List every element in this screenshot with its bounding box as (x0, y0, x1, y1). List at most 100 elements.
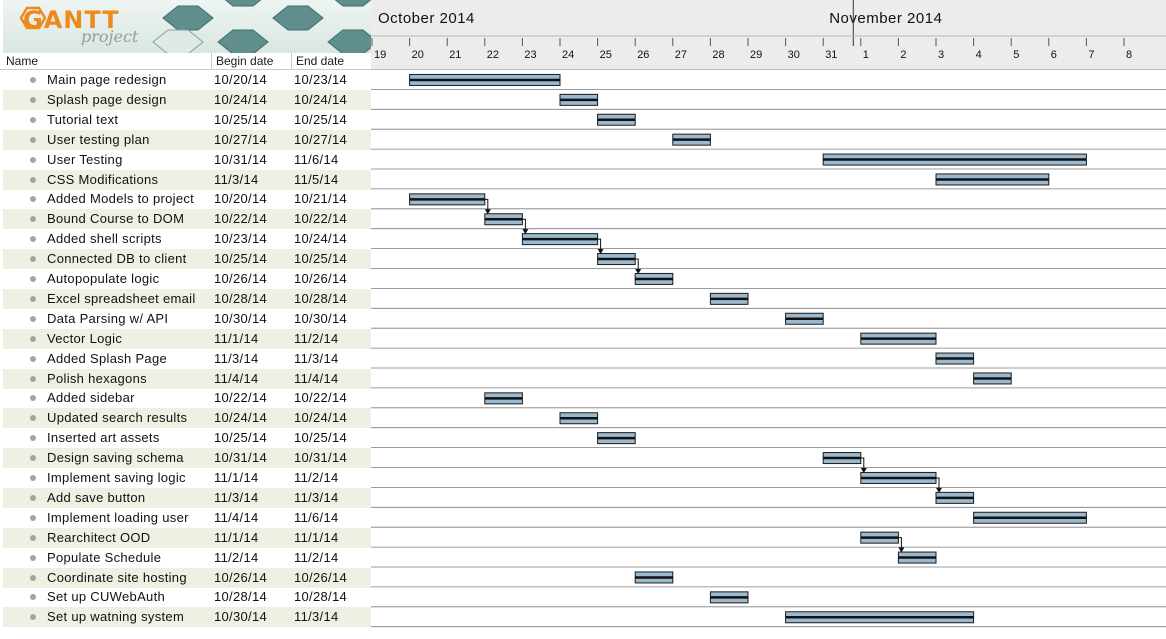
task-bar[interactable] (597, 113, 636, 126)
end-date-column-header[interactable]: End date (296, 54, 345, 68)
task-row[interactable]: Set up CUWebAuth 10/28/14 10/28/14 (3, 587, 371, 607)
day-label: 2 (900, 49, 906, 61)
task-bar[interactable] (709, 591, 749, 604)
task-row[interactable]: Main page redesign 10/20/14 10/23/14 (3, 70, 371, 90)
task-begin-date: 11/3/14 (214, 171, 259, 187)
task-row[interactable]: Added sidebar 10/22/14 10/22/14 (3, 388, 371, 408)
day-label: 29 (750, 49, 762, 61)
task-bar[interactable] (634, 571, 674, 584)
task-begin-date: 10/26/14 (214, 569, 268, 585)
task-bullet-icon (30, 494, 36, 501)
task-bullet-icon (30, 196, 36, 203)
task-row[interactable]: Splash page design 10/24/14 10/24/14 (3, 89, 371, 110)
task-name: User Testing (47, 151, 123, 167)
task-name: Autopopulate logic (47, 271, 160, 286)
task-row[interactable]: Design saving schema 10/31/14 10/31/14 (3, 448, 371, 469)
task-row[interactable]: User testing plan 10/27/14 10/27/14 (3, 129, 371, 150)
task-bullet-icon (30, 256, 36, 263)
task-row[interactable]: Coordinate site hosting 10/26/14 10/26/14 (3, 567, 371, 588)
day-label: 1 (863, 49, 869, 61)
task-end-date: 11/6/14 (294, 151, 339, 167)
task-bullet-icon (30, 475, 36, 481)
task-end-date: 10/25/14 (294, 111, 348, 127)
task-bar[interactable] (521, 233, 599, 246)
task-bullet-icon (30, 156, 36, 163)
task-bar[interactable] (973, 511, 1087, 524)
month-label: October 2014 (378, 10, 475, 27)
task-begin-date: 10/31/14 (214, 450, 268, 466)
task-end-date: 11/2/14 (294, 470, 339, 485)
column-divider[interactable] (291, 53, 292, 69)
logo-subtitle: project (81, 27, 139, 46)
task-bullet-icon (30, 335, 36, 342)
task-bar[interactable] (709, 292, 749, 305)
task-bar[interactable] (860, 471, 937, 484)
task-row[interactable]: CSS Modifications 11/3/14 11/5/14 (3, 169, 371, 190)
task-row[interactable]: Added shell scripts 10/23/14 10/24/14 (3, 229, 371, 249)
task-end-date: 10/26/14 (294, 569, 348, 585)
task-name: Main page redesign (47, 72, 167, 87)
task-row[interactable]: Tutorial text 10/25/14 10/25/14 (3, 110, 371, 130)
task-bar[interactable] (634, 272, 674, 285)
task-bar[interactable] (897, 551, 937, 564)
task-row[interactable]: Added Models to project 10/20/14 10/21/14 (3, 189, 371, 209)
task-row[interactable]: Excel spreadsheet email 10/28/14 10/28/14 (3, 288, 371, 309)
task-begin-date: 11/1/14 (214, 470, 259, 485)
task-row[interactable]: Inserted art assets 10/25/14 10/25/14 (3, 428, 371, 448)
task-name: Inserted art assets (47, 430, 160, 446)
task-row[interactable]: Polish hexagons 11/4/14 11/4/14 (3, 368, 371, 389)
task-row[interactable]: Added Splash Page 11/3/14 11/3/14 (3, 349, 371, 369)
task-bar[interactable] (973, 372, 1012, 385)
day-label: 25 (600, 49, 612, 61)
task-bar[interactable] (672, 133, 711, 146)
task-row[interactable]: Autopopulate logic 10/26/14 10/26/14 (3, 269, 371, 289)
task-end-date: 10/24/14 (294, 231, 348, 247)
task-bar[interactable] (822, 452, 862, 465)
task-row[interactable]: Updated search results 10/24/14 10/24/14 (3, 408, 371, 429)
day-label: 22 (487, 49, 499, 61)
task-begin-date: 10/20/14 (214, 191, 268, 207)
name-column-header[interactable]: Name (6, 54, 39, 68)
task-bar[interactable] (559, 93, 599, 106)
task-bar[interactable] (935, 491, 975, 504)
task-row[interactable]: Add save button 11/3/14 11/3/14 (3, 487, 371, 508)
task-bullet-icon (30, 534, 36, 541)
task-bar[interactable] (484, 392, 523, 405)
task-bar[interactable] (409, 73, 561, 86)
column-divider[interactable] (211, 53, 212, 69)
task-row[interactable]: Bound Course to DOM 10/22/14 10/22/14 (3, 209, 371, 230)
task-bar[interactable] (860, 531, 899, 544)
task-name: Set up watning system (47, 609, 185, 625)
day-label: 21 (449, 49, 461, 61)
task-bar[interactable] (935, 352, 975, 365)
task-bar[interactable] (597, 432, 636, 445)
task-row[interactable]: Set up watning system 10/30/14 11/3/14 (3, 607, 371, 628)
task-row[interactable]: Data Parsing w/ API 10/30/14 10/30/14 (3, 309, 371, 329)
task-row[interactable]: Connected DB to client 10/25/14 10/25/14 (3, 249, 371, 270)
dependency-arrow (597, 238, 604, 255)
task-bullet-icon (30, 136, 36, 143)
task-bar[interactable] (822, 153, 1087, 166)
task-bar[interactable] (559, 412, 599, 425)
task-name: Added sidebar (47, 390, 135, 406)
task-row[interactable]: User Testing 10/31/14 11/6/14 (3, 150, 371, 170)
task-row[interactable]: Populate Schedule 11/2/14 11/2/14 (3, 548, 371, 568)
task-bar[interactable] (484, 213, 523, 226)
task-row[interactable]: Rearchitect OOD 11/1/14 11/1/14 (3, 527, 371, 548)
begin-date-column-header[interactable]: Begin date (216, 54, 274, 68)
day-label: 20 (412, 49, 424, 61)
task-row[interactable]: Implement loading user 11/4/14 11/6/14 (3, 508, 371, 528)
task-bar[interactable] (597, 253, 636, 266)
task-bar[interactable] (785, 312, 824, 325)
task-bar[interactable] (785, 611, 975, 624)
task-row[interactable]: Implement saving logic 11/1/14 11/2/14 (3, 468, 371, 488)
task-bar[interactable] (860, 332, 937, 345)
task-begin-date: 10/26/14 (214, 271, 268, 286)
task-name: Added shell scripts (47, 231, 162, 247)
task-bar[interactable] (935, 173, 1050, 186)
task-end-date: 10/21/14 (294, 191, 348, 207)
timeline-header: October 2014 November 2014 (371, 0, 1166, 70)
task-bar[interactable] (409, 193, 486, 206)
task-bullet-icon (30, 455, 36, 462)
task-row[interactable]: Vector Logic 11/1/14 11/2/14 (3, 328, 371, 349)
